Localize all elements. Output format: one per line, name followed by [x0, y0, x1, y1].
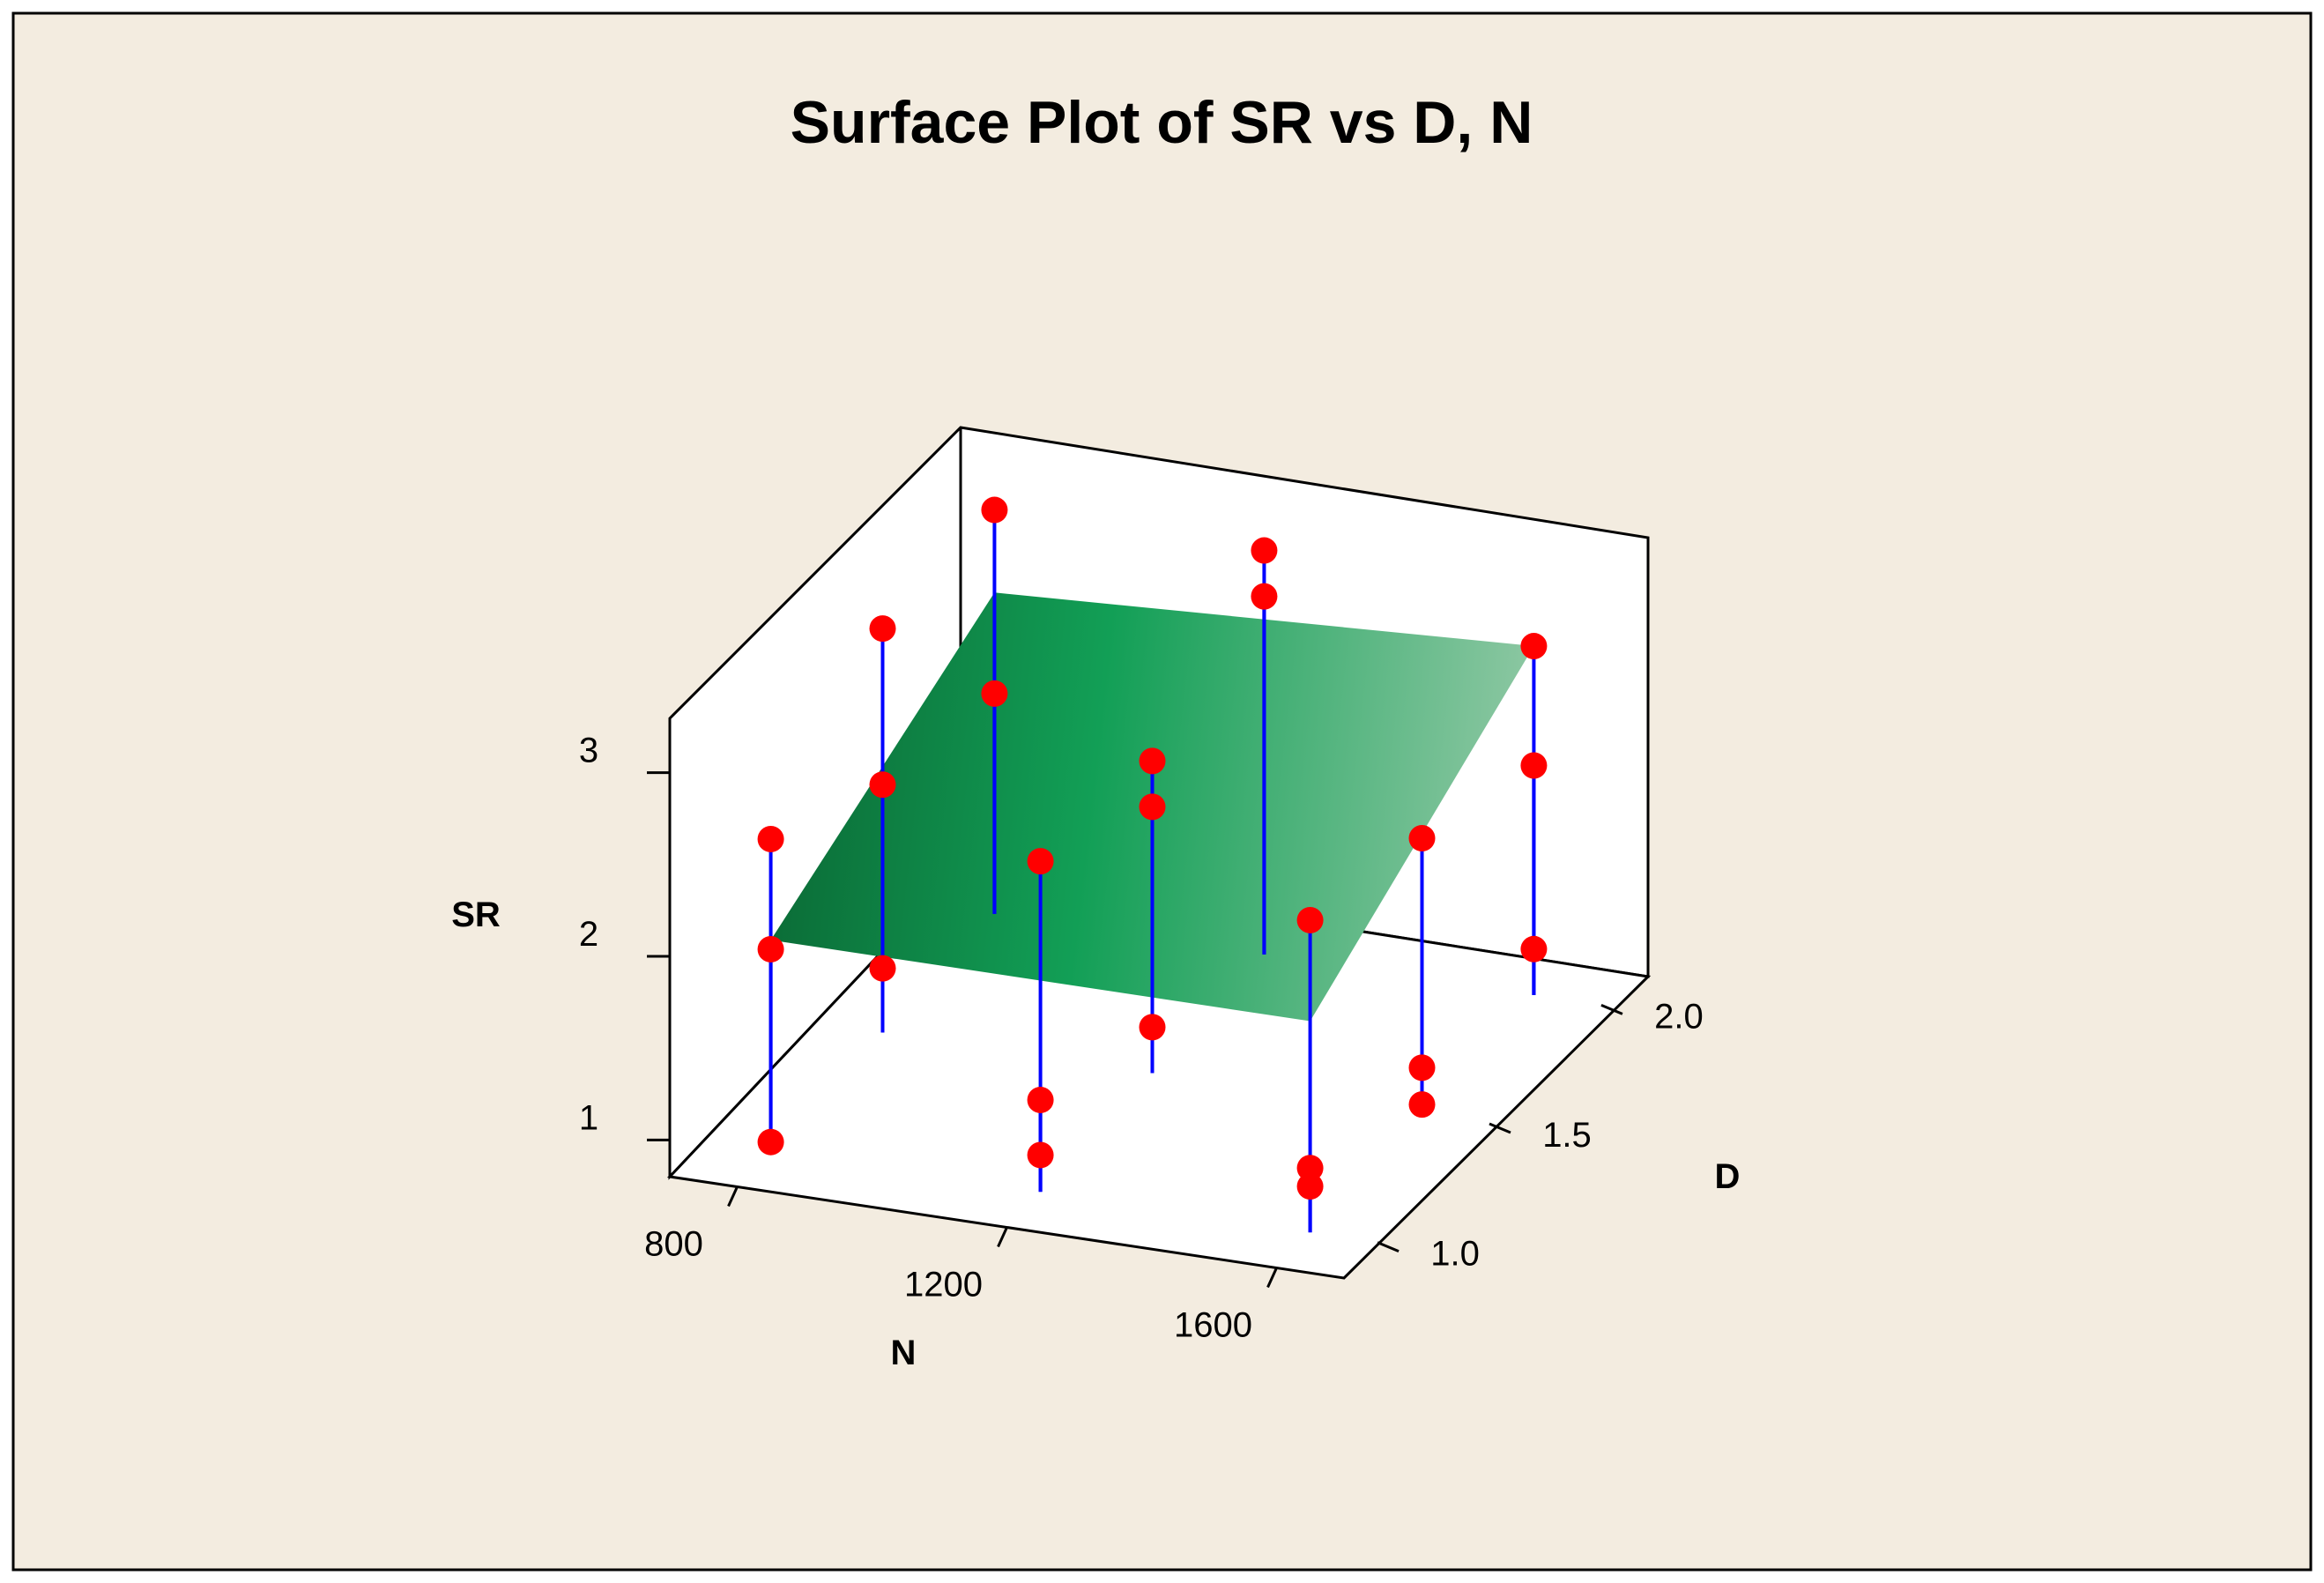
data-point — [1027, 1141, 1054, 1169]
data-point — [757, 1128, 784, 1156]
d-axis: 1.0 1.5 2.0 — [1377, 997, 1704, 1274]
n-axis: 800 1200 1600 — [644, 1185, 1278, 1345]
data-point — [981, 496, 1008, 524]
data-point — [869, 615, 896, 643]
data-point — [1296, 1155, 1324, 1182]
data-point — [1296, 1173, 1324, 1200]
sr-axis-label: SR — [451, 896, 501, 934]
d-tick — [1377, 1241, 1400, 1252]
d-tick-label: 1.5 — [1542, 1116, 1592, 1155]
data-point — [1520, 752, 1548, 779]
d-axis-label: D — [1715, 1157, 1741, 1196]
sr-tick-label: 1 — [579, 1098, 598, 1137]
n-tick — [997, 1226, 1008, 1248]
data-point — [869, 771, 896, 799]
chart-title: Surface Plot of SR vs D, N — [791, 89, 1533, 156]
n-tick — [1266, 1267, 1278, 1289]
data-point — [981, 680, 1008, 707]
data-points — [757, 496, 1548, 1200]
data-point — [1251, 583, 1278, 610]
n-tick — [727, 1185, 739, 1208]
d-tick-label: 2.0 — [1654, 997, 1704, 1036]
sr-axis: 1 2 3 — [579, 732, 670, 1141]
data-point — [869, 955, 896, 982]
data-point — [1139, 793, 1166, 821]
data-point — [1139, 1014, 1166, 1041]
data-point — [1520, 633, 1548, 660]
plot-floor — [666, 866, 1652, 1280]
n-tick-label: 1200 — [904, 1266, 983, 1304]
d-tick — [1600, 1004, 1623, 1015]
data-point — [1296, 906, 1324, 933]
sr-tick-label: 2 — [579, 915, 598, 954]
d-tick-label: 1.0 — [1430, 1235, 1480, 1274]
n-tick-label: 800 — [644, 1225, 703, 1264]
data-point — [1139, 747, 1166, 775]
data-point — [1408, 825, 1436, 851]
data-point — [1251, 537, 1278, 564]
data-point — [1408, 1091, 1436, 1119]
data-point — [1520, 935, 1548, 962]
data-point — [757, 825, 784, 852]
data-point — [1408, 1054, 1436, 1081]
n-axis-label: N — [891, 1334, 917, 1372]
data-point — [1027, 1086, 1054, 1113]
sr-tick-label: 3 — [579, 732, 598, 770]
data-point — [757, 935, 784, 962]
data-point — [1027, 848, 1054, 875]
d-tick — [1489, 1122, 1511, 1134]
n-tick-label: 1600 — [1174, 1306, 1252, 1345]
